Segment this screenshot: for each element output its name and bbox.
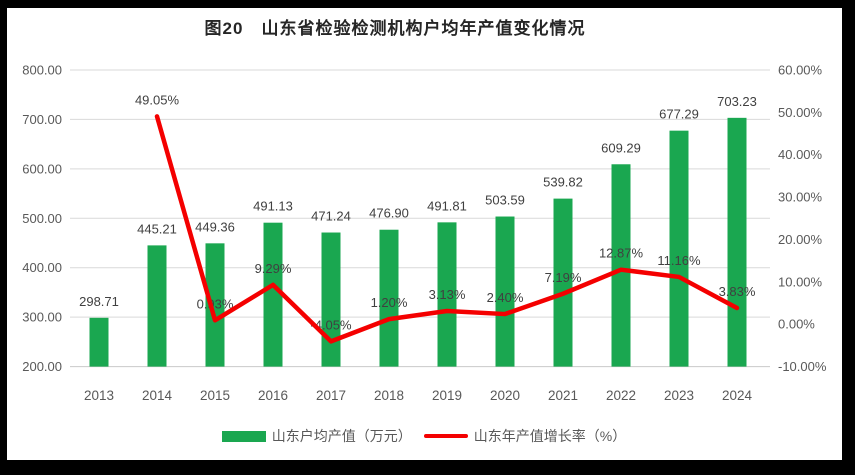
right-axis-tick-label: 40.00% (778, 147, 823, 162)
line-series-swatch-icon (423, 434, 468, 438)
x-axis-label-2022: 2022 (606, 388, 636, 403)
right-axis-tick-label: 30.00% (778, 190, 823, 205)
left-axis-tick-label: 600.00 (22, 161, 62, 176)
x-axis-label-2014: 2014 (142, 388, 173, 403)
growth-value-label: 9.29% (255, 261, 292, 276)
chart-panel (7, 8, 842, 460)
bar-value-label: 476.90 (369, 206, 409, 221)
growth-value-label: 0.93% (197, 296, 234, 311)
bar-2020 (495, 216, 515, 367)
growth-value-label: 7.19% (545, 270, 582, 285)
bar-2021 (553, 198, 573, 367)
bar-value-label: 298.71 (79, 294, 119, 309)
bar-2016 (263, 222, 283, 367)
growth-value-label: 3.83% (719, 284, 756, 299)
x-axis-label-2018: 2018 (374, 388, 404, 403)
bar-2023 (669, 130, 689, 367)
bar-2024 (727, 117, 747, 367)
legend-item-bar-series: 山东户均产值（万元） (221, 426, 412, 446)
x-axis-label-2016: 2016 (258, 388, 288, 403)
growth-value-label: 1.20% (371, 295, 408, 310)
growth-line (154, 114, 740, 344)
chart-legend: 山东户均产值（万元） 山东年产值增长率（%） (0, 426, 848, 446)
x-axis-label-2023: 2023 (664, 388, 694, 403)
bar-2015 (205, 243, 225, 367)
left-axis-tick-label: 700.00 (22, 112, 62, 127)
right-axis-tick-label: 60.00% (778, 63, 823, 78)
bar-value-label: 449.36 (195, 219, 235, 234)
left-axis-tick-label: 400.00 (22, 260, 62, 275)
left-axis-tick-label: 200.00 (22, 359, 62, 374)
bar-value-label: 539.82 (543, 175, 583, 190)
growth-value-label: 3.13% (429, 287, 466, 302)
chart-title: 图20 山东省检验检测机构户均年产值变化情况 (204, 19, 586, 38)
left-axis-tick-label: 300.00 (22, 310, 62, 325)
growth-value-label: 12.87% (599, 246, 644, 261)
bar-2013 (89, 317, 109, 367)
bar-value-label: 503.59 (485, 193, 525, 208)
bar-value-label: 445.21 (137, 221, 177, 236)
right-axis-tick-label: 10.00% (778, 274, 823, 289)
left-axis-tick-label: 800.00 (22, 63, 62, 78)
right-axis-tick-label: 20.00% (778, 232, 823, 247)
bar-2019 (437, 222, 457, 367)
legend-item-line-series: 山东年产值增长率（%） (423, 426, 627, 446)
x-axis-label-2019: 2019 (432, 388, 462, 403)
x-axis-label-2017: 2017 (316, 388, 346, 403)
bar-2022 (611, 164, 631, 367)
bar-value-label: 491.13 (253, 199, 293, 214)
legend-label-line-series: 山东年产值增长率（%） (473, 428, 627, 444)
x-axis-label-2020: 2020 (490, 388, 520, 403)
bar-value-label: 471.24 (311, 209, 351, 224)
left-axis-tick-label: 500.00 (22, 211, 62, 226)
legend-label-bar-series: 山东户均产值（万元） (271, 428, 412, 444)
bar-series-swatch-icon (221, 430, 266, 442)
bar-2018 (379, 229, 399, 367)
bar-2014 (147, 245, 167, 367)
bar-value-label: 609.29 (601, 140, 641, 155)
bar-2017 (321, 232, 341, 367)
x-axis-label-2024: 2024 (722, 388, 753, 403)
x-axis-label-2013: 2013 (84, 388, 114, 403)
bar-value-label: 677.29 (659, 107, 699, 122)
x-axis-label-2015: 2015 (200, 388, 230, 403)
growth-value-label: 49.05% (135, 92, 180, 107)
growth-value-label: 2.40% (487, 290, 524, 305)
bar-value-label: 703.23 (717, 94, 757, 109)
right-axis-tick-label: 0.00% (778, 317, 815, 332)
right-axis-tick-label: -10.00% (778, 359, 827, 374)
growth-value-label: 11.16% (657, 253, 701, 268)
bar-value-label: 491.81 (427, 198, 467, 213)
x-axis-label-2021: 2021 (548, 388, 578, 403)
right-axis-tick-label: 50.00% (778, 105, 823, 120)
